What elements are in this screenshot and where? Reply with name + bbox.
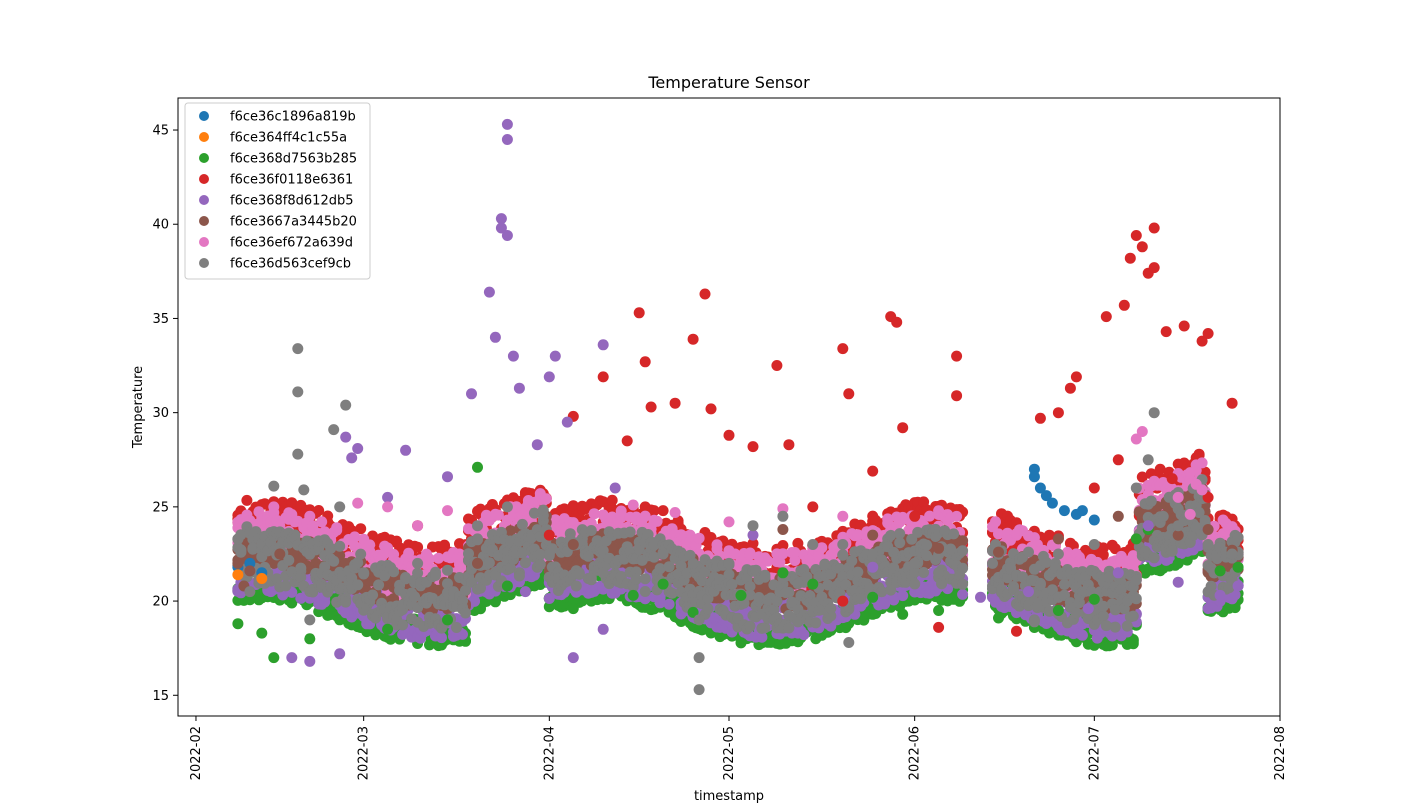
point — [295, 562, 307, 574]
point — [651, 515, 663, 527]
point — [756, 631, 768, 643]
point — [1196, 457, 1208, 469]
point — [331, 522, 343, 534]
point — [606, 494, 618, 506]
point — [957, 588, 969, 600]
point — [412, 541, 424, 553]
point — [957, 535, 969, 547]
point — [540, 493, 552, 505]
point — [385, 633, 397, 645]
point — [990, 516, 1001, 528]
point — [663, 598, 675, 610]
point — [235, 544, 247, 556]
point — [654, 597, 666, 609]
point — [295, 592, 307, 604]
point — [693, 532, 705, 544]
point — [879, 598, 891, 610]
chart-title: Temperature Sensor — [647, 73, 810, 92]
point — [798, 629, 810, 641]
point — [355, 523, 367, 535]
point — [316, 516, 328, 528]
density-bands — [232, 448, 1244, 652]
point — [313, 505, 325, 516]
point — [711, 539, 723, 551]
point — [1229, 589, 1241, 601]
point — [1076, 629, 1088, 641]
point — [615, 505, 627, 517]
point — [897, 590, 909, 602]
point — [951, 510, 963, 522]
point — [543, 593, 555, 604]
point — [1127, 634, 1139, 646]
point — [328, 555, 340, 567]
point — [241, 494, 253, 506]
point — [789, 555, 801, 566]
point — [283, 554, 295, 566]
point — [436, 632, 447, 644]
point — [469, 595, 480, 607]
